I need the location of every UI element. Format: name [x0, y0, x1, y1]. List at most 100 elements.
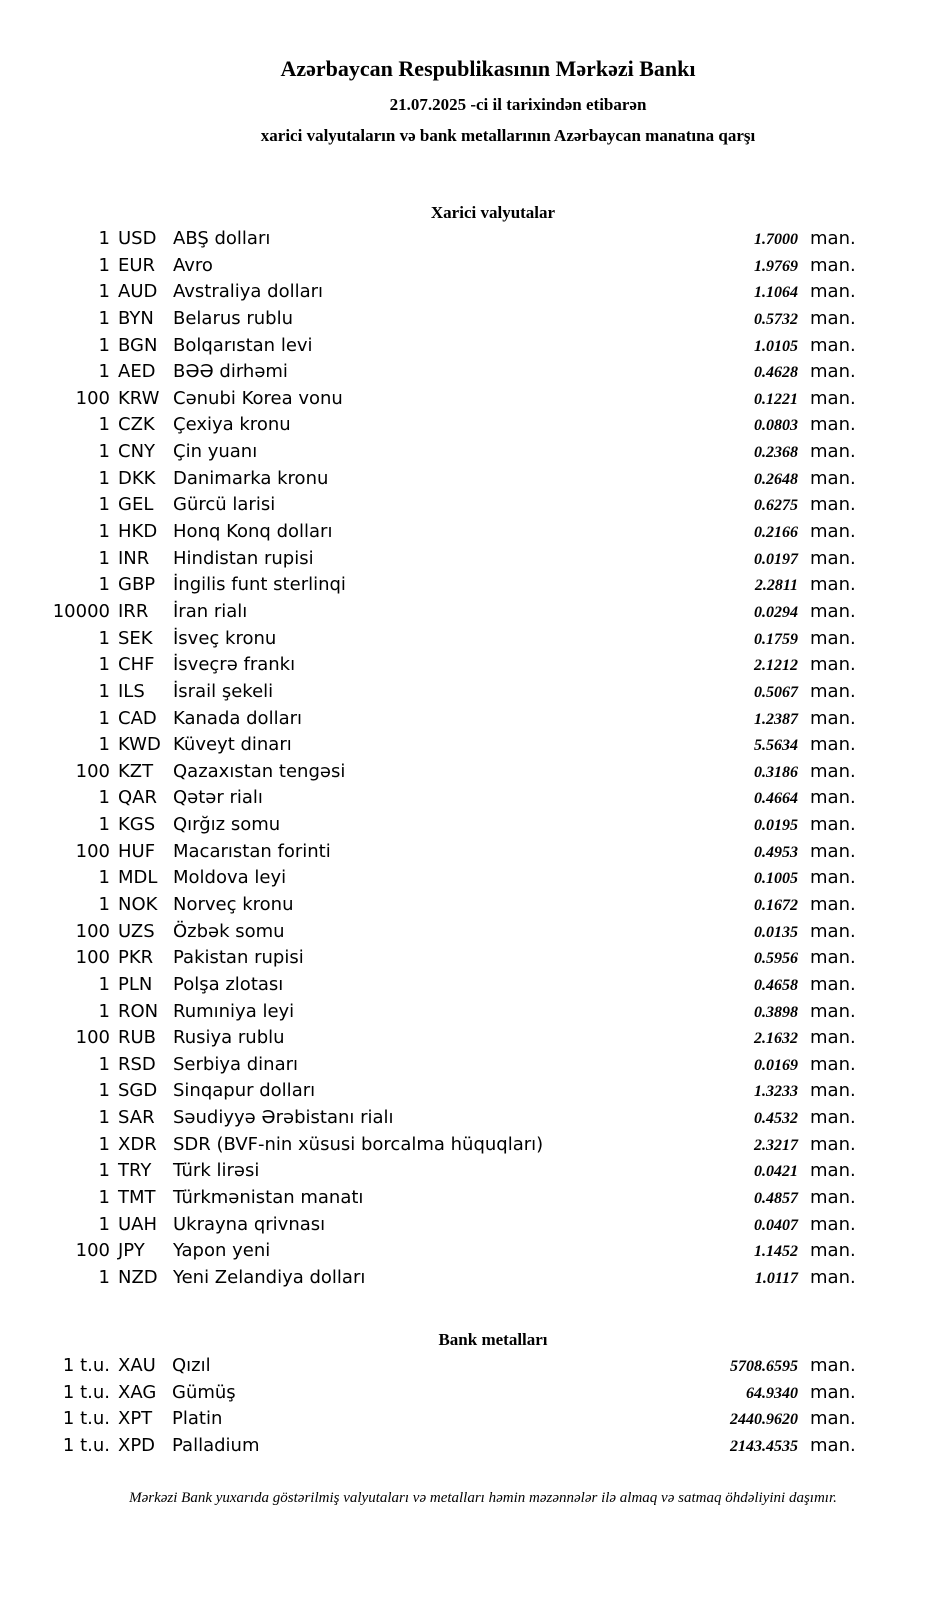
metal-row: 1 t.u. XAU Qızıl 5708.6595 man. [0, 1355, 936, 1381]
currency-code: HKD [118, 521, 158, 543]
date-line: 21.07.2025 -ci il tarixindən etibarən [389, 95, 647, 114]
rate-value: 0.0294 [754, 603, 798, 621]
metal-row: 1 t.u. XPT Platin 2440.9620 man. [0, 1408, 936, 1434]
currency-name: SDR (BVF-nin xüsusi borcalma hüquqları) [173, 1133, 544, 1155]
rate-value: 0.0135 [754, 923, 798, 941]
rate-value: 2440.9620 [730, 1411, 798, 1428]
unit-label: man. [810, 1355, 856, 1376]
rate-value: 2.1632 [754, 1030, 798, 1048]
currency-code: BYN [118, 307, 154, 329]
currency-code: SEK [118, 627, 153, 649]
metal-row: 1 t.u. XAG Gümüş 64.9340 man. [0, 1382, 936, 1408]
currency-code: UAH [118, 1213, 158, 1235]
currency-name: ABŞ dolları [173, 228, 271, 249]
multiplier: 1 [98, 1266, 110, 1288]
multiplier: 1 [98, 574, 110, 596]
currency-name: Kanada dolları [173, 707, 303, 729]
unit-label: man. [810, 734, 856, 756]
unit-label: man. [810, 1133, 856, 1155]
rate-value: 0.5956 [754, 950, 798, 968]
multiplier: 1 [98, 467, 110, 489]
currency-name: Yeni Zelandiya dolları [173, 1266, 366, 1288]
rate-value: 1.0105 [754, 337, 798, 355]
multiplier: 1 [98, 1080, 110, 1102]
unit-label: man. [810, 627, 856, 649]
unit-label: man. [810, 867, 856, 889]
multiplier: 1 [98, 1160, 110, 1182]
currency-name: İran rialı [173, 600, 248, 622]
rate-value: 1.9769 [754, 257, 798, 275]
rate-value: 0.6275 [754, 497, 798, 515]
rate-value: 0.0803 [754, 417, 798, 435]
unit-label: man. [810, 1027, 856, 1049]
currency-row: 1 SEK İsveç kronu 0.1759 man. [0, 628, 936, 654]
currency-name: Səudiyyə Ərəbistanı rialı [173, 1107, 394, 1129]
currency-row: 100 JPY Yapon yeni 1.1452 man. [0, 1240, 936, 1266]
currency-row: 1 ILS İsrail şekeli 0.5067 man. [0, 681, 936, 707]
currency-name: Avstraliya dolları [173, 281, 324, 303]
currency-name: Qətər rialı [173, 787, 263, 809]
rate-value: 0.5732 [754, 310, 798, 328]
multiplier: 1 [98, 680, 110, 702]
currency-name: Gümüş [172, 1381, 236, 1403]
rate-value: 2.2811 [754, 577, 798, 595]
metal-row: 1 t.u. XPD Palladium 2143.4535 man. [0, 1435, 936, 1461]
unit-label: man. [810, 1080, 856, 1102]
currencies-heading: Xarici valyutalar [430, 203, 556, 222]
currency-name: Gürcü larisi [173, 494, 276, 516]
multiplier: 100 [75, 760, 110, 782]
currency-code: USD [118, 228, 157, 249]
unit-label: man. [810, 1053, 856, 1075]
currency-name: Özbək somu [173, 920, 285, 942]
unit-label: man. [810, 760, 856, 782]
unit-label: man. [810, 680, 856, 702]
multiplier: 1 [98, 281, 110, 303]
rate-value: 1.3233 [754, 1083, 798, 1101]
multiplier: 1 [98, 441, 110, 463]
unit-label: man. [810, 1240, 856, 1262]
unit-label: man. [810, 361, 856, 383]
multiplier: 1 [98, 787, 110, 809]
rate-value: 1.1452 [754, 1243, 798, 1261]
rate-value: 0.3186 [754, 763, 798, 781]
multiplier: 1 t.u. [62, 1434, 110, 1456]
unit-label: man. [810, 1107, 856, 1129]
currency-row: 1 TRY Türk lirəsi 0.0421 man. [0, 1160, 936, 1186]
currency-name: Qazaxıstan tengəsi [173, 760, 346, 782]
currency-code: MDL [118, 867, 158, 889]
unit-label: man. [810, 228, 856, 249]
rate-value: 0.4857 [754, 1190, 798, 1208]
rate-value: 0.0197 [754, 550, 798, 568]
rate-value: 1.2387 [754, 710, 798, 728]
unit-label: man. [810, 1213, 856, 1235]
currency-code: AUD [118, 281, 158, 303]
unit-label: man. [810, 387, 856, 409]
currency-row: 1 SAR Səudiyyə Ərəbistanı rialı 0.4532 man. [0, 1107, 936, 1133]
unit-label: man. [810, 973, 856, 995]
rate-value: 0.1672 [754, 897, 798, 914]
rate-value: 5.5634 [754, 737, 798, 755]
unit-label: man. [810, 467, 856, 489]
currency-code: AED [118, 361, 156, 383]
currency-code: NZD [118, 1266, 158, 1288]
currency-name: Palladium [172, 1434, 260, 1456]
currency-row: 1 SGD Sinqapur dolları 1.3233 man. [0, 1080, 936, 1106]
unit-label: man. [810, 1266, 856, 1288]
currency-row: 1 NZD Yeni Zelandiya dolları 1.0117 man. [0, 1267, 936, 1293]
unit-label: man. [810, 441, 856, 463]
currency-row: 1 BGN Bolqarıstan levi 1.0105 man. [0, 335, 936, 361]
currency-name: İngilis funt sterlinqi [173, 574, 346, 596]
multiplier: 1 [98, 228, 110, 249]
currency-row: 1 HKD Honq Konq dolları 0.2166 man. [0, 521, 936, 547]
multiplier: 1 [98, 334, 110, 356]
multiplier: 1 [98, 1053, 110, 1075]
rate-value: 1.1064 [754, 284, 798, 302]
multiplier: 1 [98, 361, 110, 383]
multiplier: 1 [98, 1187, 110, 1209]
unit-label: man. [810, 414, 856, 436]
currency-name: Çexiya kronu [173, 414, 291, 436]
currency-code: XAG [118, 1381, 157, 1403]
multiplier: 1 [98, 627, 110, 649]
rate-value: 2.3217 [754, 1136, 798, 1154]
currency-row: 100 UZS Özbək somu 0.0135 man. [0, 921, 936, 947]
